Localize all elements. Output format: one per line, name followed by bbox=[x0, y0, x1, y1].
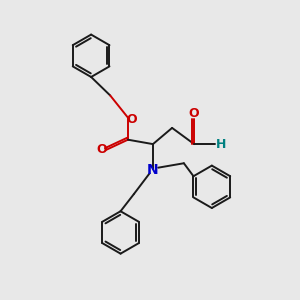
Text: O: O bbox=[96, 143, 107, 157]
Text: H: H bbox=[215, 138, 226, 151]
Text: N: N bbox=[147, 163, 159, 177]
Text: O: O bbox=[188, 107, 199, 120]
Text: O: O bbox=[126, 112, 137, 126]
